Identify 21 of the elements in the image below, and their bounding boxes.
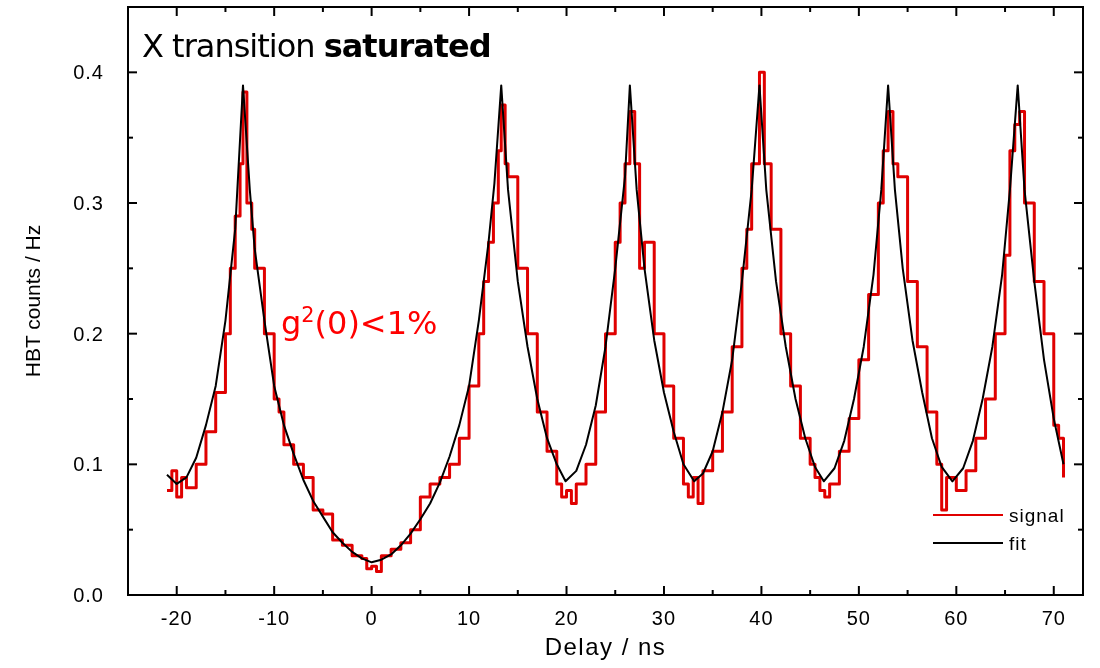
x-tick-label: 20 [554,607,579,629]
x-tick-label: 70 [1041,607,1066,629]
y-tick-label: 0.4 [73,61,104,84]
y-tick-label: 0.3 [73,192,104,214]
y-tick-label: 0.1 [73,453,104,476]
text: X transition saturated [142,27,491,65]
annotation: g$^{2}$(0)<1% [280,302,438,342]
y-tick-label: 0.2 [73,322,104,345]
x-tick-label: 10 [456,607,482,629]
x-tick-label: 30 [651,607,677,629]
legend-label: signal [1009,504,1065,526]
x-tick-label: -20 [160,607,193,629]
x-tick-label: 0 [365,607,378,629]
x-axis-title: Delay / ns [544,633,667,660]
y-tick-label: 0.0 [73,584,104,606]
y-axis-title: HBT counts / Hz [21,224,44,378]
x-tick-label: 40 [749,607,774,629]
x-tick-label: 60 [944,607,969,629]
legend-label: fit [1009,532,1027,554]
x-tick-label: -10 [258,607,291,629]
x-tick-label: 50 [846,607,871,629]
